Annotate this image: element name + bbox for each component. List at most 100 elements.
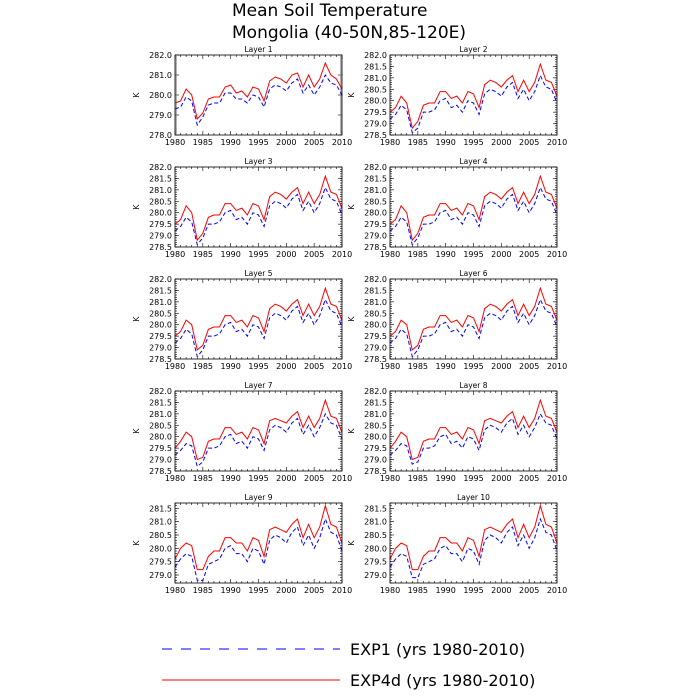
x-tick-label: 1980: [380, 474, 400, 483]
y-tick-label: 279.0: [364, 232, 387, 241]
x-tick-label: 1995: [463, 138, 483, 147]
y-tick-label: 281.5: [149, 286, 172, 295]
y-tick-label: 279.5: [364, 444, 387, 453]
y-tick-label: 281.5: [364, 174, 387, 183]
y-tick-label: 280.0: [149, 209, 172, 218]
x-tick-label: 1980: [380, 362, 400, 371]
series-line-exp1: [174, 412, 343, 468]
panel-title: Layer 7: [244, 381, 272, 390]
series-line-exp4d: [174, 398, 343, 461]
y-tick-label: 282.0: [364, 387, 387, 396]
x-tick-label: 1980: [165, 250, 185, 259]
x-tick-label: 1995: [248, 250, 268, 259]
panel-layer-4: Layer 4 K 1980 1985 1990 1995 2000 2005 2010 278.…: [347, 157, 567, 259]
y-tick-label: 280.5: [149, 531, 172, 540]
x-tick-label: 2010: [332, 250, 352, 259]
y-tick-label: 281.0: [149, 71, 172, 80]
y-axis-label: K: [132, 315, 141, 321]
y-tick-label: 281.0: [364, 410, 387, 419]
x-tick-label: 1990: [220, 586, 240, 595]
x-tick-label: 1990: [435, 362, 455, 371]
panel-layer-2: Layer 2 K 1980 1985 1990 1995 2000 2005 2010 278.…: [347, 45, 567, 147]
x-tick-label: 2005: [304, 362, 324, 371]
x-tick-label: 1990: [435, 250, 455, 259]
x-tick-label: 1995: [463, 474, 483, 483]
series-line-exp1: [389, 517, 558, 579]
series-line-exp1: [389, 412, 558, 465]
y-tick-label: 280.0: [364, 321, 387, 330]
x-tick-label: 2010: [547, 250, 567, 259]
y-tick-label: 279.5: [364, 108, 387, 117]
y-tick-label: 281.0: [149, 518, 172, 527]
x-tick-label: 2005: [519, 586, 539, 595]
x-tick-label: 1980: [165, 138, 185, 147]
legend-label-exp1: EXP1 (yrs 1980-2010): [350, 640, 525, 659]
x-tick-label: 1980: [380, 138, 400, 147]
y-tick-label: 278.5: [364, 243, 387, 252]
y-axis-label: K: [132, 91, 141, 97]
x-tick-label: 1985: [408, 138, 428, 147]
y-tick-label: 280.5: [364, 85, 387, 94]
series-line-exp1: [174, 186, 343, 246]
y-tick-label: 282.0: [149, 387, 172, 396]
y-tick-label: 278.5: [149, 355, 172, 364]
x-tick-label: 2005: [519, 138, 539, 147]
x-tick-label: 2000: [491, 474, 511, 483]
y-tick-label: 279.5: [149, 558, 172, 567]
y-tick-label: 280.0: [149, 91, 172, 100]
y-tick-label: 281.5: [149, 174, 172, 183]
plot-frame: [174, 278, 343, 360]
y-tick-label: 281.5: [364, 398, 387, 407]
y-tick-label: 282.0: [364, 51, 387, 60]
y-tick-label: 280.5: [149, 197, 172, 206]
series-line-exp4d: [174, 174, 343, 242]
x-tick-label: 2005: [519, 362, 539, 371]
y-tick-label: 278.0: [149, 131, 172, 140]
y-tick-label: 279.5: [364, 332, 387, 341]
x-tick-label: 2000: [491, 586, 511, 595]
x-tick-label: 1985: [193, 586, 213, 595]
y-tick-label: 280.0: [149, 321, 172, 330]
panel-layer-8: Layer 8 K 1980 1985 1990 1995 2000 2005 2010 278.…: [347, 381, 567, 483]
y-tick-label: 281.0: [149, 186, 172, 195]
y-tick-label: 281.0: [149, 298, 172, 307]
y-tick-label: 279.5: [364, 220, 387, 229]
series-line-exp4d: [389, 62, 558, 130]
x-tick-label: 1990: [220, 474, 240, 483]
y-tick-label: 280.0: [149, 433, 172, 442]
panel-title: Layer 4: [459, 157, 487, 166]
y-tick-label: 280.5: [364, 309, 387, 318]
y-tick-label: 279.0: [149, 232, 172, 241]
y-tick-label: 281.0: [364, 298, 387, 307]
y-tick-label: 279.0: [149, 111, 172, 120]
x-tick-label: 1985: [193, 250, 213, 259]
y-tick-label: 281.5: [364, 504, 387, 513]
y-tick-label: 278.5: [364, 355, 387, 364]
x-tick-label: 1985: [408, 586, 428, 595]
figure-title-line2: Mongolia (40-50N,85-120E): [232, 23, 466, 43]
series-line-exp4d: [174, 286, 343, 351]
series-line-exp1: [389, 298, 558, 358]
x-tick-label: 2000: [276, 474, 296, 483]
panel-title: Layer 2: [459, 45, 487, 54]
x-tick-label: 1985: [408, 362, 428, 371]
y-axis-label: K: [132, 427, 141, 433]
figure-title-line1: Mean Soil Temperature: [232, 1, 427, 21]
x-tick-label: 1985: [408, 250, 428, 259]
x-tick-label: 1980: [165, 362, 185, 371]
y-tick-label: 280.5: [364, 197, 387, 206]
y-tick-label: 281.5: [364, 62, 387, 71]
x-tick-label: 1995: [248, 474, 268, 483]
y-tick-label: 281.0: [364, 74, 387, 83]
series-line-exp1: [389, 74, 558, 134]
y-axis-label: K: [347, 427, 356, 433]
plot-frame: [389, 54, 558, 136]
x-tick-label: 1995: [463, 586, 483, 595]
panel-layer-1: Layer 1 K 1980 1985 1990 1995 2000 2005 2010 278.…: [132, 45, 352, 147]
x-tick-label: 1985: [193, 138, 213, 147]
y-tick-label: 279.0: [149, 456, 172, 465]
panel-title: Layer 5: [244, 269, 272, 278]
series-line-exp4d: [389, 286, 558, 351]
y-tick-label: 282.0: [364, 275, 387, 284]
series-line-exp4d: [389, 398, 558, 461]
